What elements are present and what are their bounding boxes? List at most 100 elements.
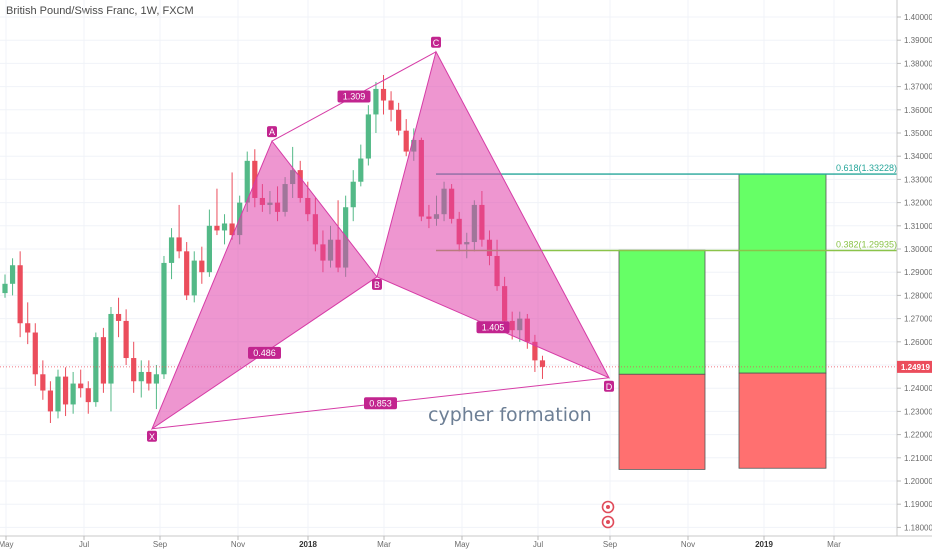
- price-tick-label: 1.27000: [904, 315, 932, 324]
- candle: [229, 223, 235, 236]
- candle: [146, 371, 152, 384]
- candle: [100, 337, 107, 384]
- price-tick-label: 1.34000: [904, 152, 932, 161]
- candle: [153, 374, 159, 384]
- candle: [539, 360, 546, 367]
- price-tick-label: 1.37000: [904, 83, 932, 92]
- candle: [373, 88, 379, 115]
- candle: [40, 374, 46, 391]
- price-tick-label: 1.28000: [904, 291, 932, 300]
- price-tick-label: 1.29000: [904, 268, 932, 277]
- candle: [168, 237, 175, 263]
- candle: [108, 313, 114, 384]
- target-2-box: [738, 173, 827, 374]
- candle: [214, 225, 220, 231]
- time-tick-label: Nov: [681, 540, 695, 549]
- candle: [199, 260, 205, 273]
- candle: [25, 323, 31, 333]
- price-axis: 1.40000 1.39000 1.38000 1.37000 1.36000 1.350…: [897, 13, 932, 532]
- last-price-label: 1.24919: [901, 363, 930, 372]
- price-tick-label: 1.30000: [904, 245, 932, 254]
- price-tick-label: 1.40000: [904, 13, 932, 22]
- candle: [403, 130, 409, 152]
- time-tick-label: Nov: [231, 540, 245, 549]
- time-tick-label: 2019: [755, 540, 773, 549]
- time-tick-label: Sep: [603, 540, 618, 549]
- price-tick-label: 1.35000: [904, 129, 932, 138]
- candle: [78, 383, 84, 389]
- target-stop-boxes: [618, 173, 827, 470]
- pattern-ratio-badge: [248, 346, 281, 359]
- candle: [532, 341, 538, 361]
- candle: [388, 100, 394, 110]
- price-tick-label: 1.23000: [904, 407, 932, 416]
- pattern-point-label: B: [374, 280, 380, 290]
- candle: [85, 388, 91, 403]
- pattern-ratio-badge: [337, 90, 371, 103]
- pattern-ratio-label: 1.309: [343, 91, 366, 101]
- price-tick-label: 1.21000: [904, 454, 932, 463]
- pattern-point-label: D: [606, 382, 613, 392]
- pattern-ratio-label: 0.853: [369, 398, 392, 408]
- price-tick-label: 1.33000: [904, 175, 932, 184]
- stop-2-box: [738, 372, 827, 469]
- candle: [396, 109, 402, 131]
- pattern-point-badge: [604, 380, 614, 392]
- stop-1-box: [618, 373, 706, 470]
- price-tick-label: 1.31000: [904, 222, 932, 231]
- time-tick-label: 2018: [299, 540, 317, 549]
- candle: [17, 265, 23, 324]
- candle: [350, 181, 356, 208]
- time-tick-label: Jul: [533, 540, 543, 549]
- candle: [380, 88, 387, 101]
- last-price-tag: [897, 360, 932, 373]
- candle: [358, 158, 364, 182]
- candle: [184, 251, 190, 296]
- time-tick-label: Mar: [827, 540, 841, 549]
- pattern-ratio-label: 0.486: [253, 348, 276, 358]
- event-icon-dot: [606, 505, 610, 509]
- pattern-point-badge: [267, 126, 277, 138]
- fib-level-label: 0.618(1.33228): [836, 163, 897, 173]
- price-tick-label: 1.39000: [904, 36, 932, 45]
- pattern-point-label: A: [269, 127, 275, 137]
- pattern-point-badge: [147, 430, 157, 442]
- fib-level-label: 0.382(1.29935): [836, 240, 897, 250]
- event-icons: [601, 500, 615, 529]
- price-tick-label: 1.38000: [904, 59, 932, 68]
- candle: [138, 371, 144, 382]
- candle: [55, 376, 61, 412]
- event-icon-dot: [606, 520, 610, 524]
- price-tick-label: 1.36000: [904, 106, 932, 115]
- candle: [70, 383, 76, 405]
- candle: [47, 390, 54, 412]
- price-tick-label: 1.22000: [904, 431, 932, 440]
- time-tick-label: Jul: [79, 540, 89, 549]
- candle: [252, 160, 258, 198]
- price-tick-label: 1.19000: [904, 500, 932, 509]
- time-tick-label: May: [454, 540, 469, 549]
- candle: [62, 376, 69, 405]
- candle: [131, 358, 137, 382]
- candle: [93, 337, 99, 403]
- candle: [365, 114, 371, 159]
- cypher-pattern: X A B C D 1.309 0.486 1.405 0.853 cypher formatio…: [147, 36, 614, 442]
- price-tick-label: 1.20000: [904, 477, 932, 486]
- chart-title: British Pound/Swiss Franc, 1W, FXCM: [6, 5, 194, 17]
- candle: [176, 237, 182, 252]
- pattern-name-label: cypher formation: [428, 404, 592, 426]
- pattern-ratio-badge: [364, 397, 397, 410]
- pattern-point-badge: [372, 278, 382, 290]
- price-tick-label: 1.32000: [904, 199, 932, 208]
- candle: [221, 223, 228, 231]
- candle: [161, 262, 167, 375]
- candle: [206, 225, 212, 273]
- price-tick-label: 1.26000: [904, 338, 932, 347]
- candle: [244, 160, 250, 203]
- time-tick-label: Sep: [153, 540, 168, 549]
- pattern-point-badge: [431, 36, 441, 48]
- pattern-ratio-label: 1.405: [482, 322, 505, 332]
- time-tick-label: May: [0, 540, 14, 549]
- time-tick-label: Mar: [377, 540, 391, 549]
